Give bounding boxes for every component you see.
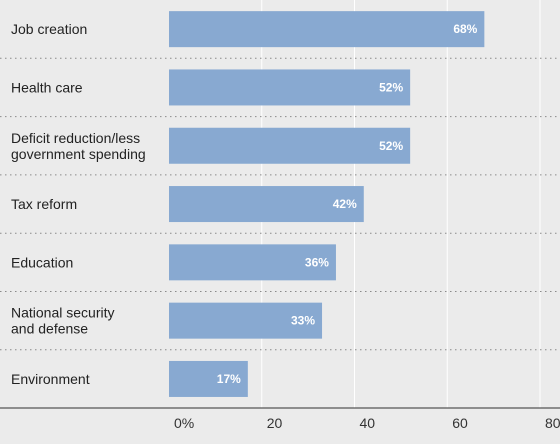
category-label: Environment bbox=[11, 371, 90, 387]
category-row: Health care 52% bbox=[0, 69, 560, 118]
data-label: 52% bbox=[379, 139, 403, 153]
bar bbox=[169, 302, 323, 339]
category-rows: Job creation 68% Health care 52% Deficit red… bbox=[0, 11, 560, 397]
category-label-line: and defense bbox=[11, 321, 88, 337]
bar bbox=[169, 127, 411, 164]
x-tick-label: 60 bbox=[452, 415, 468, 431]
category-label-line: Tax reform bbox=[11, 196, 77, 212]
data-label: 68% bbox=[453, 22, 477, 36]
category-label: National security and defense bbox=[11, 305, 115, 337]
category-label-line: Deficit reduction/less bbox=[11, 130, 140, 146]
category-row: Environment 17% bbox=[11, 360, 248, 397]
category-row: Job creation 68% bbox=[0, 11, 560, 59]
category-label: Job creation bbox=[11, 21, 87, 37]
x-axis: 0% 20 40 60 80 bbox=[0, 407, 560, 431]
category-label: Health care bbox=[11, 79, 83, 95]
data-label: 42% bbox=[333, 197, 357, 211]
category-row: National security and defense 33% bbox=[0, 302, 560, 351]
x-tick-label: 40 bbox=[360, 415, 376, 431]
data-label: 36% bbox=[305, 255, 329, 269]
category-label-line: National security bbox=[11, 305, 115, 321]
data-label: 52% bbox=[379, 80, 403, 94]
category-label-line: Education bbox=[11, 254, 73, 270]
category-label-line: Environment bbox=[11, 371, 90, 387]
category-label: Education bbox=[11, 254, 73, 270]
category-label: Deficit reduction/less government spendin… bbox=[11, 130, 146, 162]
data-label: 17% bbox=[217, 372, 241, 386]
category-label-line: Job creation bbox=[11, 21, 87, 37]
category-label-line: Health care bbox=[11, 79, 83, 95]
x-tick-label: 0% bbox=[174, 415, 194, 431]
bar bbox=[169, 186, 364, 223]
bar bbox=[169, 360, 248, 397]
x-tick-label: 20 bbox=[267, 415, 283, 431]
category-row: Deficit reduction/less government spendin… bbox=[0, 127, 560, 176]
bar bbox=[169, 69, 411, 106]
data-label: 33% bbox=[291, 314, 315, 328]
category-row: Education 36% bbox=[0, 244, 560, 292]
x-tick-label: 80 bbox=[545, 415, 560, 431]
category-label-line: government spending bbox=[11, 146, 146, 162]
category-label: Tax reform bbox=[11, 196, 77, 212]
bar bbox=[169, 11, 485, 48]
bar bbox=[169, 244, 336, 281]
category-row: Tax reform 42% bbox=[0, 186, 560, 234]
